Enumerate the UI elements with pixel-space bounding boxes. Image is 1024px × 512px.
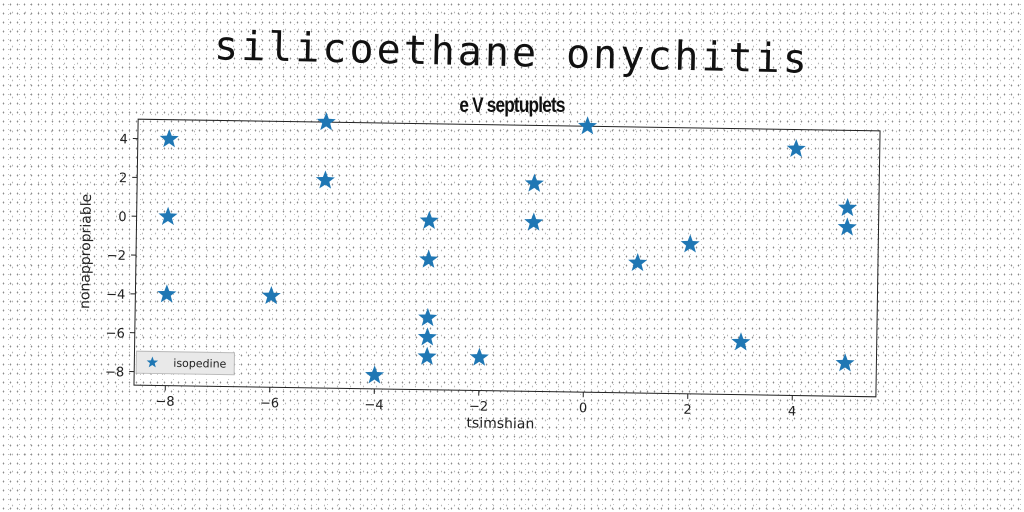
data-point bbox=[835, 353, 855, 372]
data-point bbox=[417, 346, 437, 365]
legend-box bbox=[135, 350, 236, 376]
x-tick-label: −6 bbox=[260, 396, 279, 411]
chart-subtitle: e V septuplets bbox=[459, 94, 565, 117]
data-point bbox=[524, 173, 544, 192]
data-point bbox=[159, 129, 179, 148]
x-axis: −8 −6 −4 −2 0 2 4 bbox=[155, 385, 797, 420]
y-tick-label: −2 bbox=[107, 249, 126, 264]
y-axis-label: nonappropriable bbox=[77, 194, 95, 309]
data-point bbox=[680, 234, 700, 253]
legend-star-icon bbox=[146, 356, 159, 368]
data-point bbox=[419, 249, 439, 268]
legend-label: isopedine bbox=[173, 357, 226, 371]
y-tick-label: 0 bbox=[118, 210, 127, 225]
legend-marker bbox=[146, 356, 159, 368]
x-tick-label: −8 bbox=[155, 394, 174, 409]
x-tick-label: 2 bbox=[683, 403, 692, 418]
data-points bbox=[157, 112, 858, 384]
data-point bbox=[786, 138, 806, 158]
y-tick-label: −6 bbox=[105, 326, 124, 341]
x-axis-label: tsimshian bbox=[466, 415, 534, 432]
data-point bbox=[316, 112, 336, 131]
plot-frame bbox=[133, 118, 881, 398]
x-tick-label: 0 bbox=[579, 401, 588, 416]
data-point bbox=[158, 206, 178, 225]
data-point bbox=[837, 217, 857, 236]
data-point bbox=[417, 327, 437, 346]
data-point bbox=[578, 116, 598, 135]
data-point bbox=[628, 252, 648, 272]
x-tick-label: 4 bbox=[788, 404, 797, 419]
data-point bbox=[365, 365, 385, 384]
data-point bbox=[524, 212, 544, 231]
x-tick-label: −2 bbox=[469, 399, 488, 414]
plot-area: −8 −6 −4 −2 0 2 4 −8 −6 −4 −2 0 2 4 tsimshian nonapp… bbox=[77, 112, 881, 432]
data-point bbox=[418, 307, 438, 327]
y-tick-label: −8 bbox=[105, 365, 124, 380]
data-point bbox=[838, 198, 858, 217]
data-point bbox=[731, 332, 751, 351]
data-point bbox=[157, 284, 177, 303]
y-tick-label: 2 bbox=[119, 171, 128, 186]
legend: isopedine bbox=[135, 350, 236, 376]
y-tick-label: −4 bbox=[106, 287, 125, 302]
data-point bbox=[419, 210, 439, 230]
y-tick-label: 4 bbox=[119, 132, 128, 147]
x-tick-label: −4 bbox=[364, 398, 383, 413]
data-point bbox=[315, 170, 335, 189]
data-point bbox=[469, 347, 489, 366]
data-point bbox=[261, 286, 281, 305]
y-axis: −8 −6 −4 −2 0 2 4 bbox=[105, 132, 138, 380]
